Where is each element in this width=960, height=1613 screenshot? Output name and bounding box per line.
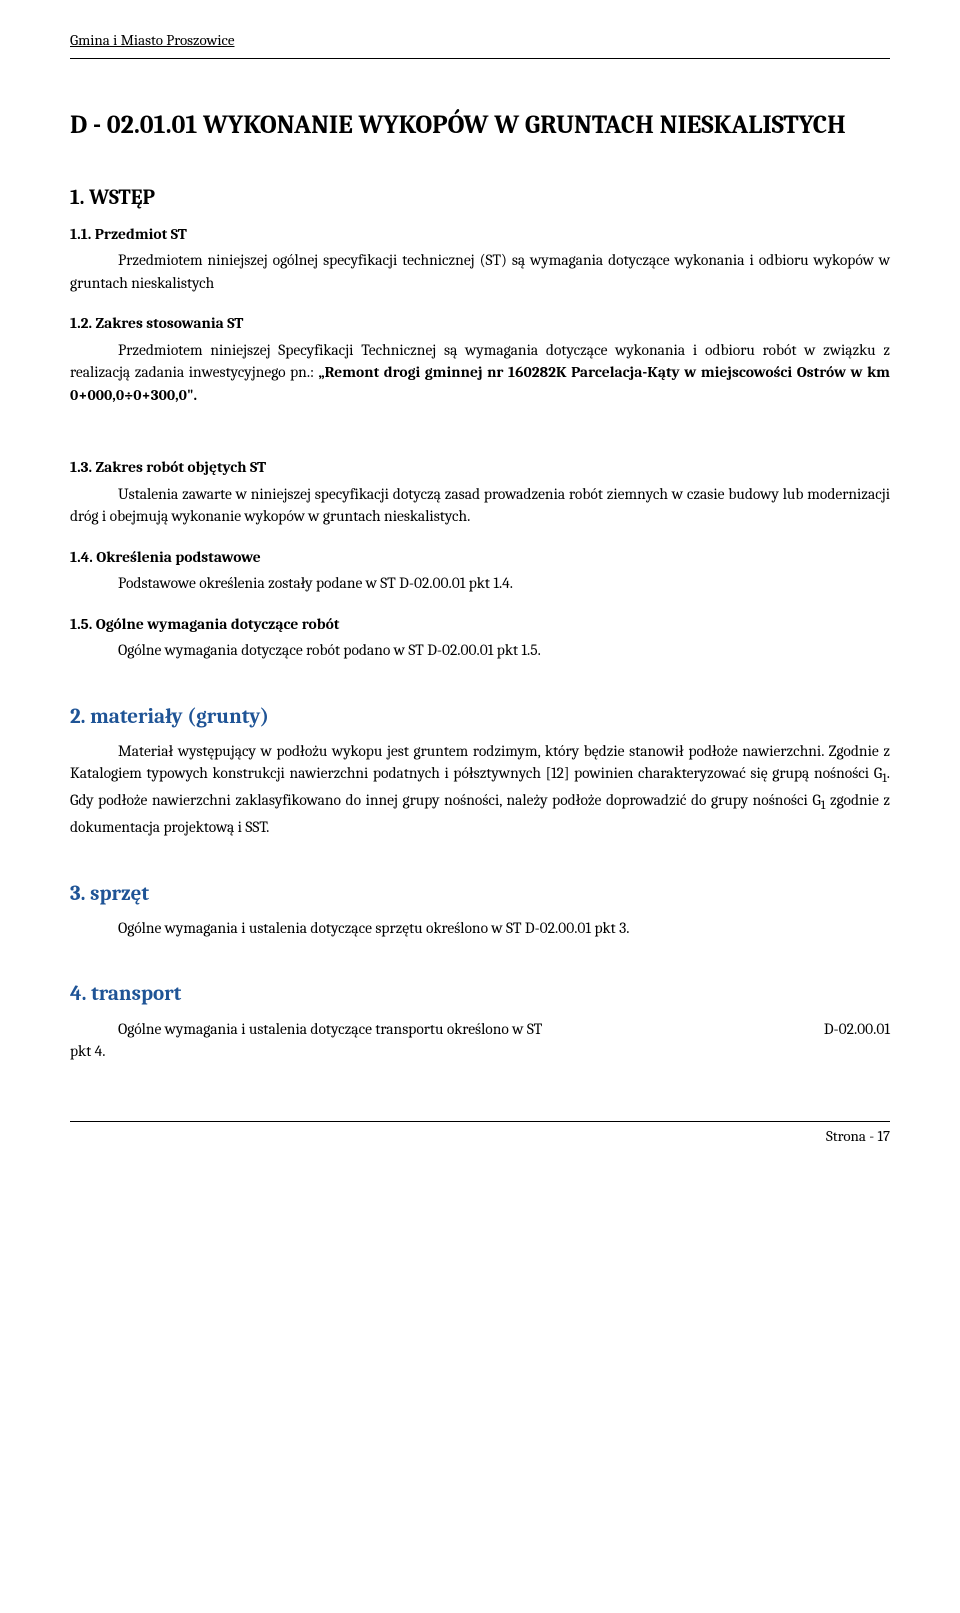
subsection-1-4-head: 1.4. Określenia podstawowe — [70, 546, 890, 568]
page-number: Strona - 17 — [70, 1126, 890, 1148]
section-4-text-b: D-02.00.01 — [824, 1018, 890, 1040]
section-2-heading: 2. materiały (grunty) — [70, 702, 890, 732]
footer-rule — [70, 1121, 890, 1122]
subsection-1-3-text: Ustalenia zawarte w niniejszej specyfika… — [70, 483, 890, 528]
section-4-text: Ogólne wymagania i ustalenia dotyczące t… — [70, 1018, 890, 1063]
section-1-heading: 1. WSTĘP — [70, 183, 890, 213]
subsection-1-5-head: 1.5. Ogólne wymagania dotyczące robót — [70, 613, 890, 635]
document-title: D - 02.01.01 WYKONANIE WYKOPÓW W GRUNTAC… — [70, 109, 890, 143]
subsection-1-1-head: 1.1. Przedmiot ST — [70, 223, 890, 245]
subsection-1-1-text: Przedmiotem niniejszej ogólnej specyfika… — [70, 249, 890, 294]
section-3-text: Ogólne wymagania i ustalenia dotyczące s… — [70, 917, 890, 939]
section-3-heading: 3. sprzęt — [70, 879, 890, 909]
section-4-text-c: pkt 4. — [70, 1042, 105, 1060]
header-org: Gmina i Miasto Proszowice — [70, 30, 890, 52]
subsection-1-4-text: Podstawowe określenia zostały podane w S… — [70, 572, 890, 594]
subsection-1-2-text: Przedmiotem niniejszej Specyfikacji Tech… — [70, 339, 890, 406]
subsection-1-3-head: 1.3. Zakres robót objętych ST — [70, 456, 890, 478]
subsection-1-2-head: 1.2. Zakres stosowania ST — [70, 312, 890, 334]
section-4-text-a: Ogólne wymagania i ustalenia dotyczące t… — [118, 1020, 542, 1038]
section-2-text-a: Materiał występujący w podłożu wykopu je… — [70, 742, 890, 782]
top-rule — [70, 58, 890, 59]
subsection-1-5-text: Ogólne wymagania dotyczące robót podano … — [70, 639, 890, 661]
section-4-heading: 4. transport — [70, 979, 890, 1009]
section-2-text: Materiał występujący w podłożu wykopu je… — [70, 740, 890, 839]
